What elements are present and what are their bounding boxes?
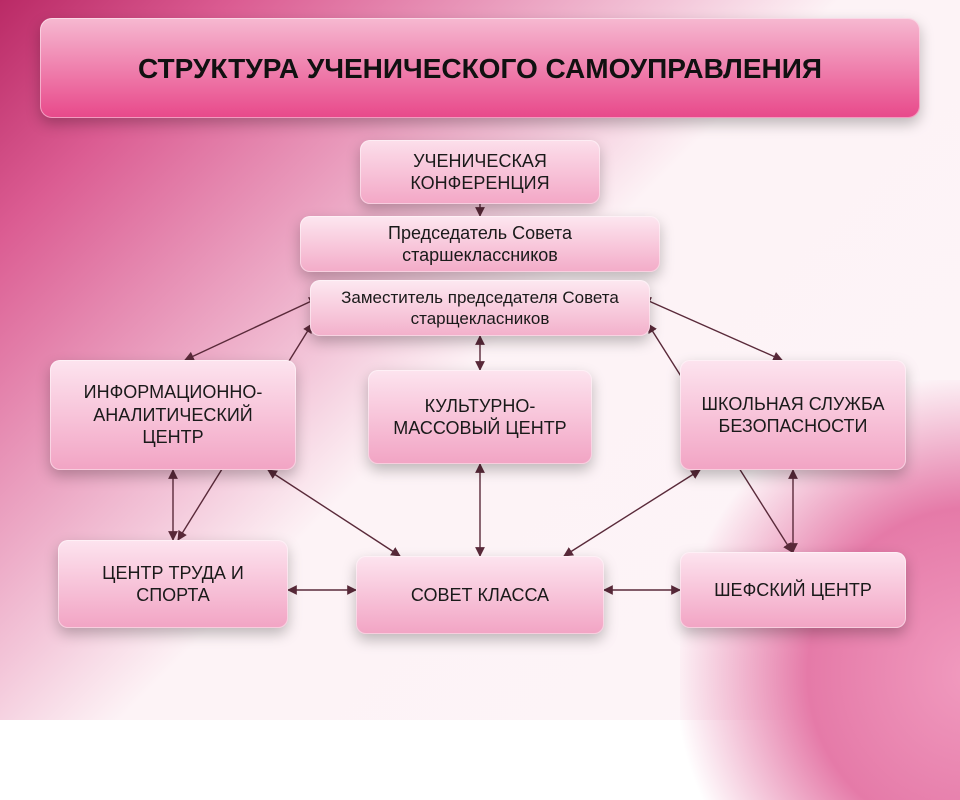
node-chef-center: ШЕФСКИЙ ЦЕНТР [680, 552, 906, 628]
node-label: УЧЕНИЧЕСКАЯ КОНФЕРЕНЦИЯ [374, 150, 586, 195]
node-culture-center: КУЛЬТУРНО-МАССОВЫЙ ЦЕНТР [368, 370, 592, 464]
node-label: ШКОЛЬНАЯ СЛУЖБА БЕЗОПАСНОСТИ [694, 393, 892, 438]
title-banner: СТРУКТУРА УЧЕНИЧЕСКОГО САМОУПРАВЛЕНИЯ [40, 18, 920, 118]
node-label: СОВЕТ КЛАССА [411, 584, 549, 607]
node-label: Заместитель председателя Совета старщекл… [324, 287, 636, 330]
node-info-center: ИНФОРМАЦИОННО-АНАЛИТИЧЕСКИЙ ЦЕНТР [50, 360, 296, 470]
node-conference: УЧЕНИЧЕСКАЯ КОНФЕРЕНЦИЯ [360, 140, 600, 204]
node-label: Председатель Совета старшеклассников [314, 222, 646, 267]
node-class-council: СОВЕТ КЛАССА [356, 556, 604, 634]
node-label: ЦЕНТР ТРУДА И СПОРТА [72, 562, 274, 607]
node-deputy: Заместитель председателя Совета старщекл… [310, 280, 650, 336]
node-safety-service: ШКОЛЬНАЯ СЛУЖБА БЕЗОПАСНОСТИ [680, 360, 906, 470]
title-text: СТРУКТУРА УЧЕНИЧЕСКОГО САМОУПРАВЛЕНИЯ [138, 51, 822, 86]
node-label: КУЛЬТУРНО-МАССОВЫЙ ЦЕНТР [382, 395, 578, 440]
node-label: ИНФОРМАЦИОННО-АНАЛИТИЧЕСКИЙ ЦЕНТР [64, 381, 282, 449]
node-labor-sport: ЦЕНТР ТРУДА И СПОРТА [58, 540, 288, 628]
node-label: ШЕФСКИЙ ЦЕНТР [714, 579, 872, 602]
node-chair: Председатель Совета старшеклассников [300, 216, 660, 272]
